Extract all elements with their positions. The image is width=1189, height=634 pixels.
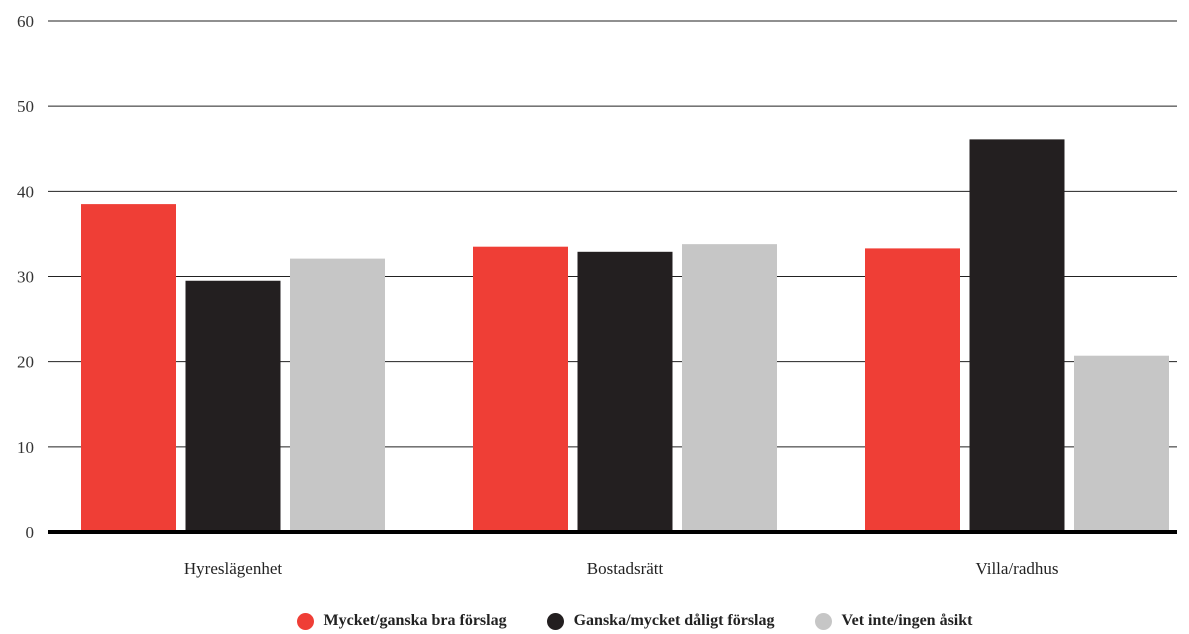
legend: Mycket/ganska bra förslag Ganska/mycket … [40, 612, 1189, 630]
legend-label-series-1: Mycket/ganska bra förslag [323, 612, 507, 629]
y-tick-label-10: 10 [17, 438, 34, 457]
bar-1-series-3 [290, 258, 385, 532]
y-tick-label-60: 60 [17, 12, 34, 31]
x-tick-label-1: Hyreslägenhet [184, 559, 282, 578]
y-tick-label-50: 50 [17, 97, 34, 116]
y-tick-label-30: 30 [17, 268, 34, 287]
legend-swatch-series-2 [546, 612, 564, 630]
bar-2-series-1 [473, 246, 568, 533]
bar-1-series-2 [185, 280, 281, 532]
legend-swatch-series-1 [296, 612, 314, 630]
x-tick-label-2: Bostadsrätt [587, 559, 664, 578]
legend-item-series-1: Mycket/ganska bra förslag [296, 612, 507, 630]
x-tick-label-3: Villa/radhus [975, 559, 1058, 578]
legend-item-series-3: Vet inte/ingen åsikt [814, 612, 973, 630]
y-tick-label-20: 20 [17, 353, 34, 372]
legend-label-series-2: Ganska/mycket dåligt förslag [573, 612, 775, 629]
bar-3-series-3 [1074, 355, 1169, 532]
legend-item-series-2: Ganska/mycket dåligt förslag [546, 612, 775, 630]
y-tick-label-0: 0 [26, 523, 35, 542]
bar-2-series-2 [577, 251, 673, 532]
bar-2-series-3 [682, 244, 777, 533]
bar-3-series-1 [865, 248, 960, 532]
bar-1-series-1 [81, 204, 176, 532]
legend-label-series-3: Vet inte/ingen åsikt [841, 612, 973, 629]
bar-3-series-2 [969, 139, 1065, 533]
legend-swatch-series-3 [814, 612, 832, 630]
y-tick-label-40: 40 [17, 182, 34, 201]
